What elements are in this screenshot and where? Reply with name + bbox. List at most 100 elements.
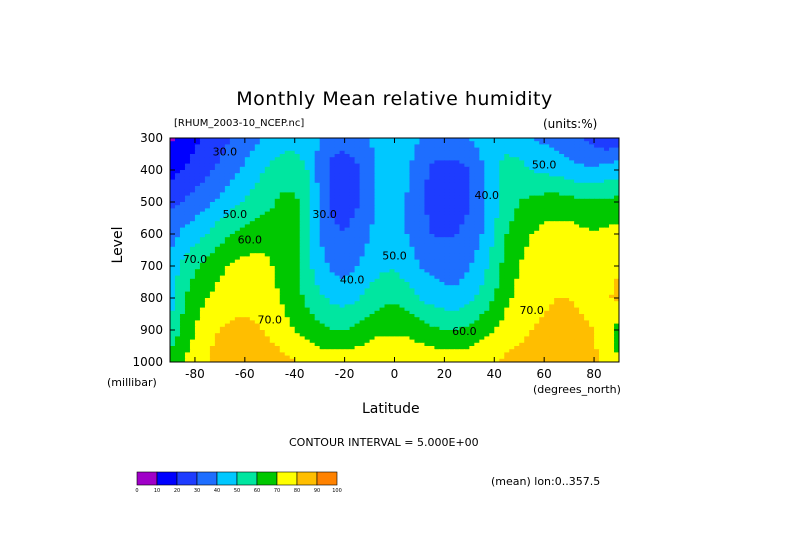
heatmap-cell — [249, 259, 256, 264]
heatmap-cell — [544, 179, 550, 184]
heatmap-cell — [474, 186, 480, 190]
heatmap-cell — [379, 198, 386, 203]
heatmap-cell — [594, 205, 600, 209]
heatmap-cell — [494, 141, 500, 145]
heatmap-cell — [489, 170, 495, 174]
heatmap-cell — [399, 278, 406, 283]
heatmap-cell — [574, 141, 580, 145]
heatmap-cell — [589, 230, 595, 235]
heatmap-cell — [584, 224, 590, 229]
heatmap-cell — [209, 288, 216, 293]
heatmap-cell — [359, 202, 366, 206]
heatmap-cell — [604, 150, 610, 155]
heatmap-cell — [249, 176, 256, 181]
heatmap-cell — [349, 285, 356, 289]
heatmap-cell — [504, 240, 510, 245]
heatmap-cell — [459, 253, 465, 257]
heatmap-cell — [449, 243, 455, 248]
heatmap-cell — [514, 275, 520, 280]
heatmap-cell — [239, 154, 246, 158]
heatmap-cell — [439, 166, 445, 171]
heatmap-cell — [479, 304, 485, 309]
heatmap-cell — [384, 266, 391, 270]
heatmap-cell — [274, 192, 281, 197]
heatmap-cell — [579, 278, 585, 283]
heatmap-cell — [239, 221, 246, 225]
heatmap-cell — [224, 250, 231, 254]
heatmap-cell — [424, 301, 431, 305]
heatmap-cell — [414, 208, 421, 213]
heatmap-cell — [179, 291, 186, 296]
heatmap-cell — [384, 291, 391, 296]
heatmap-cell — [334, 275, 341, 280]
heatmap-cell — [569, 141, 575, 145]
heatmap-cell — [469, 195, 475, 200]
heatmap-cell — [584, 176, 590, 181]
heatmap-cell — [249, 154, 256, 158]
heatmap-cell — [304, 234, 311, 238]
heatmap-cell — [604, 195, 610, 200]
heatmap-cell — [599, 154, 605, 158]
heatmap-cell — [354, 278, 361, 283]
heatmap-cell — [384, 301, 391, 305]
heatmap-cell — [539, 211, 545, 216]
heatmap-cell — [199, 182, 206, 187]
heatmap-cell — [179, 240, 186, 245]
heatmap-cell — [504, 182, 510, 187]
heatmap-cell — [299, 150, 306, 155]
heatmap-cell — [209, 198, 216, 203]
heatmap-cell — [599, 208, 605, 213]
heatmap-cell — [434, 138, 440, 142]
heatmap-cell — [249, 256, 256, 261]
heatmap-cell — [170, 157, 176, 161]
heatmap-cell — [454, 227, 460, 232]
heatmap-cell — [429, 138, 436, 142]
heatmap-cell — [424, 224, 431, 229]
heatmap-cell — [409, 205, 416, 209]
heatmap-cell — [574, 301, 580, 305]
heatmap-cell — [384, 218, 391, 222]
heatmap-cell — [609, 240, 615, 245]
heatmap-cell — [444, 246, 450, 251]
heatmap-cell — [224, 221, 231, 225]
heatmap-cell — [179, 227, 186, 232]
heatmap-cell — [314, 278, 321, 283]
heatmap-cell — [279, 160, 286, 165]
heatmap-cell — [170, 253, 176, 257]
heatmap-cell — [434, 246, 440, 251]
heatmap-cell — [414, 205, 421, 209]
heatmap-cell — [534, 160, 540, 165]
heatmap-cell — [469, 224, 475, 229]
heatmap-cell — [569, 195, 575, 200]
heatmap-cell — [324, 182, 331, 187]
heatmap-cell — [414, 163, 421, 168]
heatmap-cell — [174, 154, 181, 158]
heatmap-cell — [334, 141, 341, 145]
heatmap-cell — [324, 221, 331, 225]
heatmap-cell — [549, 189, 555, 193]
heatmap-cell — [474, 298, 480, 302]
heatmap-cell — [274, 230, 281, 235]
heatmap-cell — [354, 163, 361, 168]
heatmap-cell — [434, 186, 440, 190]
heatmap-cell — [384, 154, 391, 158]
heatmap-cell — [414, 221, 421, 225]
heatmap-cell — [269, 150, 276, 155]
heatmap-cell — [514, 240, 520, 245]
heatmap-cell — [294, 282, 301, 286]
heatmap-cell — [554, 288, 560, 293]
heatmap-cell — [419, 272, 426, 277]
heatmap-cell — [284, 243, 291, 248]
heatmap-cell — [529, 275, 535, 280]
heatmap-cell — [354, 269, 361, 273]
heatmap-cell — [489, 275, 495, 280]
heatmap-cell — [284, 256, 291, 261]
heatmap-cell — [304, 285, 311, 289]
heatmap-cell — [319, 138, 326, 142]
heatmap-cell — [249, 227, 256, 232]
heatmap-cell — [514, 304, 520, 309]
heatmap-cell — [419, 150, 426, 155]
heatmap-cell — [564, 179, 570, 184]
heatmap-cell — [170, 198, 176, 203]
heatmap-cell — [384, 160, 391, 165]
